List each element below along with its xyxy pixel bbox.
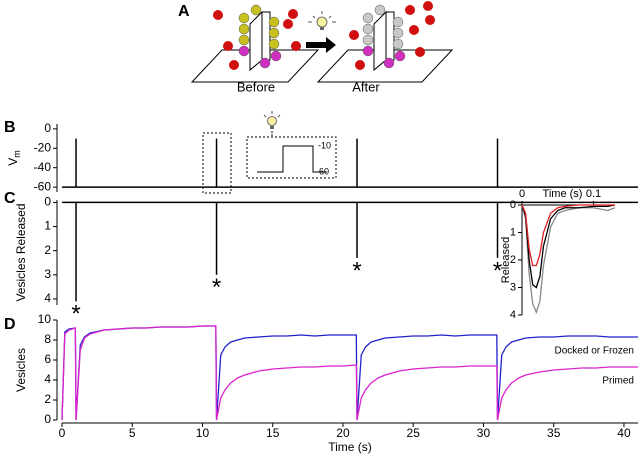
y-tick-label: 4 [44,291,51,305]
panel-label: A [178,3,190,20]
light-bulb [263,111,281,137]
y-tick-label: 2 [510,254,516,266]
y-tick-label: 0 [44,412,51,426]
annotation: * [493,257,502,284]
panel-label: B [4,119,16,136]
x-tick-label: 15 [266,426,280,440]
x-tick-label: 0.1 [586,188,601,200]
stimulus-label: -10 [318,140,331,150]
y-tick-label: 2 [44,392,51,406]
y-axis-label-text: V [6,158,20,166]
y-tick-label: -40 [34,160,52,174]
legend-label: Primed [602,376,634,387]
y-axis-label: Vesicles Released [14,203,28,301]
x-tick-label: 10 [196,426,210,440]
y-tick-label: 4 [510,309,516,321]
y-tick-label: 0 [510,199,516,211]
x-axis-label: Time (s) [543,188,583,200]
y-tick-label: 8 [44,332,51,346]
caption: After [352,79,380,94]
y-axis-label: Released [500,237,512,283]
y-axis-label-text: Released [500,237,512,283]
y-tick-label: 3 [510,281,516,293]
highlight-box [202,132,232,194]
y-axis-label-subscript: m [12,150,22,158]
x-tick-label: 25 [407,426,421,440]
x-axis-label: Time (s) [328,440,372,454]
y-tick-label: -60 [34,179,52,193]
x-tick-label: 30 [477,426,491,440]
y-tick-label: -20 [34,140,52,154]
y-tick-label: 6 [44,352,51,366]
zone-before [213,4,301,72]
y-tick-label: 2 [44,243,51,257]
stimulus-inset [246,136,337,179]
y-tick-label: 1 [510,226,516,238]
zone-after [349,1,435,72]
annotation: * [71,301,80,328]
x-tick-label: 40 [617,426,631,440]
y-axis-label: Vesicles [14,348,28,392]
stimulus-label: -60 [316,166,329,176]
y-tick-label: 3 [44,267,51,281]
diagram: A [178,1,454,94]
y-axis-label: Vm [6,150,22,166]
x-tick-label: 5 [129,426,136,440]
series-line [521,204,615,267]
x-tick-label: 20 [336,426,350,440]
y-tick-label: 0 [44,121,51,135]
arrow [306,37,336,53]
panel-label: D [4,316,16,333]
series-line [521,204,616,289]
x-tick-label: 0 [59,426,66,440]
y-tick-label: 0 [44,195,51,209]
y-axis-label-text: Vesicles [14,348,28,392]
legend-label: Docked or Frozen [555,346,634,357]
annotation: * [212,274,221,301]
panel-label: C [4,190,16,207]
y-tick-label: 4 [44,372,51,386]
x-tick-label: 0 [519,188,525,200]
y-tick-label: 10 [38,312,52,326]
y-tick-label: 1 [44,219,51,233]
x-tick-label: 35 [547,426,561,440]
caption: Before [237,79,275,94]
series-line [521,204,616,315]
light-bulb [308,11,336,30]
series-line [61,325,638,421]
annotation: * [352,257,361,284]
series-line [61,325,638,421]
y-axis-label-text: Vesicles Released [14,203,28,301]
stimulus-step [257,145,327,173]
